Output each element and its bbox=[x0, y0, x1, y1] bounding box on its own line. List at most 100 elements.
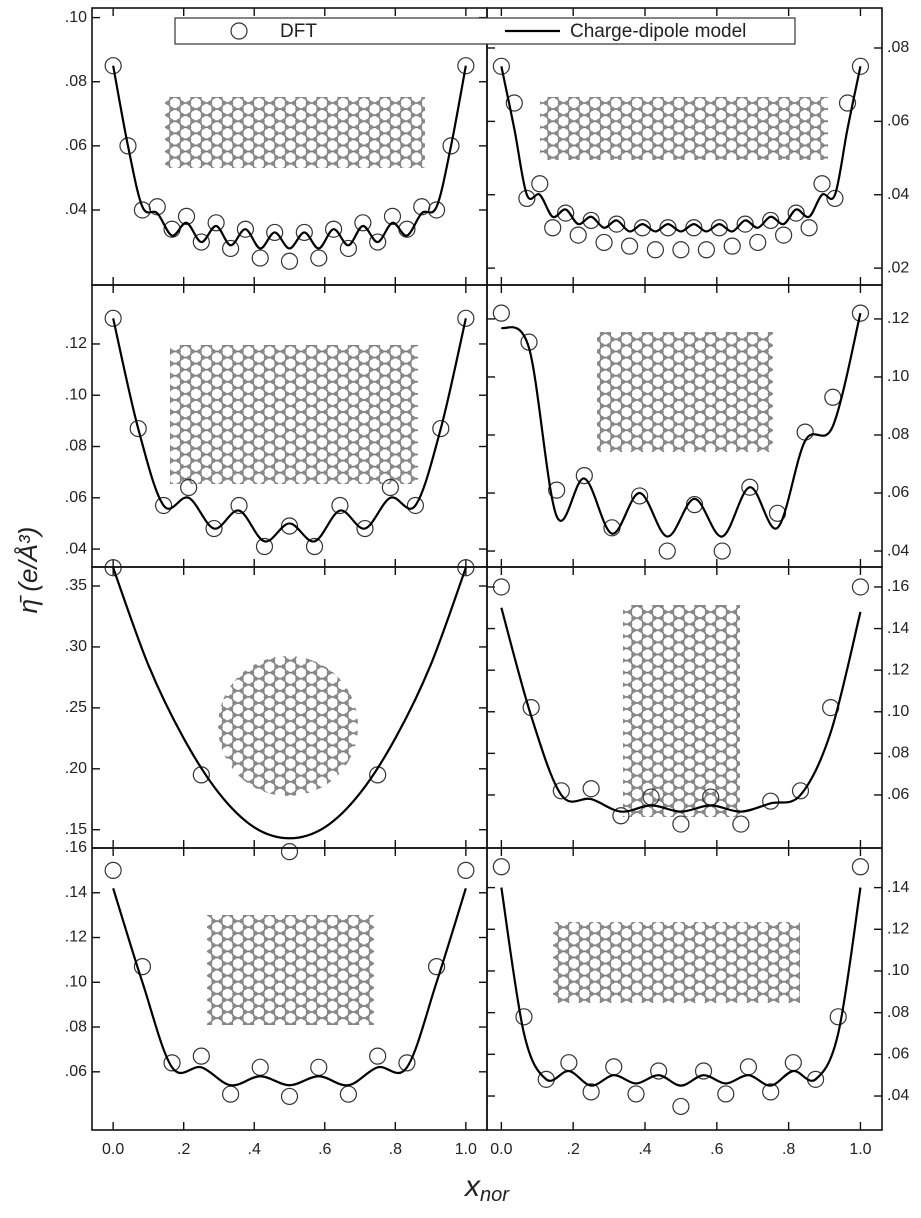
dft-point bbox=[280, 1087, 299, 1106]
dft-point bbox=[192, 1047, 210, 1065]
legend: DFT Charge-dipole model bbox=[174, 17, 796, 45]
dft-point bbox=[531, 175, 549, 193]
dft-point bbox=[672, 1097, 690, 1116]
dft-point bbox=[457, 861, 475, 879]
dft-point bbox=[339, 239, 357, 258]
y-tick-label: .10 bbox=[65, 9, 87, 26]
dft-point bbox=[732, 815, 750, 833]
dft-point bbox=[381, 478, 399, 497]
y-tick-label: .04 bbox=[887, 1087, 909, 1104]
dft-point bbox=[305, 537, 324, 556]
y-tick-label: .16 bbox=[65, 839, 87, 856]
y-tick-label: .20 bbox=[65, 760, 87, 777]
dft-point bbox=[544, 219, 562, 237]
x-tick-label: 0.0 bbox=[490, 1141, 512, 1158]
x-tick-label: .4 bbox=[638, 1141, 651, 1158]
inset-structure bbox=[623, 605, 740, 817]
model-line bbox=[112, 65, 467, 250]
dft-point bbox=[851, 858, 870, 876]
model-line bbox=[500, 887, 862, 1087]
dft-point bbox=[369, 1047, 387, 1065]
x-tick-label: 1.0 bbox=[849, 1141, 871, 1158]
dft-point bbox=[180, 478, 198, 497]
y-tick-label: .12 bbox=[65, 335, 87, 352]
y-tick-label: .12 bbox=[887, 921, 909, 938]
dft-point bbox=[354, 214, 372, 232]
dft-point bbox=[620, 237, 639, 255]
dft-point bbox=[119, 137, 137, 155]
dft-point bbox=[222, 239, 240, 258]
dft-point bbox=[266, 223, 284, 242]
panel-frame bbox=[486, 847, 883, 1131]
dft-point bbox=[851, 578, 870, 596]
x-tick-label: .8 bbox=[782, 1141, 795, 1158]
y-tick-label: .10 bbox=[887, 368, 909, 385]
dft-point bbox=[515, 1008, 533, 1026]
dft-point bbox=[255, 537, 274, 556]
model-line bbox=[500, 66, 862, 233]
model-line bbox=[500, 312, 862, 538]
x-tick-label: .6 bbox=[318, 1141, 331, 1158]
dft-point bbox=[492, 578, 510, 596]
y-tick-label: .12 bbox=[887, 310, 909, 327]
y-tick-label: .12 bbox=[887, 661, 909, 678]
dft-point bbox=[280, 517, 299, 535]
dft-point bbox=[492, 304, 510, 322]
inset-structure bbox=[540, 97, 828, 160]
x-tick-label: 0.0 bbox=[102, 1141, 124, 1158]
inset-structure bbox=[170, 345, 418, 484]
legend-box bbox=[174, 17, 796, 45]
dft-point bbox=[775, 226, 793, 244]
dft-point bbox=[658, 542, 676, 560]
dft-point bbox=[251, 1058, 269, 1076]
dft-point bbox=[280, 252, 299, 270]
dft-point bbox=[595, 233, 613, 252]
y-tick-label: .25 bbox=[65, 699, 87, 716]
dft-point bbox=[723, 237, 741, 255]
dft-point bbox=[492, 57, 510, 75]
dft-point bbox=[492, 858, 510, 876]
inset-structure bbox=[553, 922, 800, 1003]
dft-point bbox=[442, 137, 460, 155]
dft-point bbox=[331, 496, 349, 515]
dft-point bbox=[762, 1083, 780, 1101]
legend-label: DFT bbox=[280, 21, 317, 42]
dft-point bbox=[582, 1083, 600, 1101]
dft-point bbox=[631, 487, 649, 505]
dft-point bbox=[813, 175, 831, 193]
dft-point bbox=[826, 189, 844, 208]
y-tick-label: .08 bbox=[887, 39, 909, 56]
y-tick-label: .06 bbox=[887, 1046, 909, 1063]
y-tick-label: .08 bbox=[65, 1018, 87, 1035]
dft-point bbox=[339, 1085, 357, 1103]
dft-point bbox=[310, 1058, 328, 1076]
y-tick-label: .08 bbox=[65, 73, 87, 90]
inset-structure bbox=[207, 915, 374, 1025]
model-line bbox=[112, 318, 467, 543]
dft-point bbox=[787, 204, 805, 222]
dft-point bbox=[627, 1085, 645, 1103]
dft-point bbox=[672, 241, 690, 259]
dft-point bbox=[548, 481, 566, 499]
dft-point bbox=[829, 1008, 847, 1026]
dft-point bbox=[736, 215, 754, 233]
y-tick-label: .12 bbox=[65, 929, 87, 946]
x-tick-label: .8 bbox=[389, 1141, 402, 1158]
dft-point bbox=[432, 419, 450, 438]
dft-point bbox=[398, 1054, 416, 1072]
y-tick-label: .06 bbox=[65, 489, 87, 506]
y-tick-label: .04 bbox=[65, 201, 87, 218]
y-axis-label: η̄ (e/Å³) bbox=[13, 527, 43, 614]
x-tick-label: .2 bbox=[567, 1141, 580, 1158]
y-tick-label: .06 bbox=[887, 113, 909, 130]
y-tick-label: .10 bbox=[887, 703, 909, 720]
dft-point bbox=[427, 958, 446, 976]
dft-point bbox=[672, 815, 690, 833]
dft-point bbox=[800, 219, 818, 237]
dft-point bbox=[236, 220, 255, 238]
inset-structure bbox=[218, 656, 358, 796]
dft-point bbox=[280, 843, 299, 861]
dft-point bbox=[205, 519, 223, 538]
dft-point bbox=[406, 496, 425, 515]
x-tick-label: .6 bbox=[710, 1141, 723, 1158]
